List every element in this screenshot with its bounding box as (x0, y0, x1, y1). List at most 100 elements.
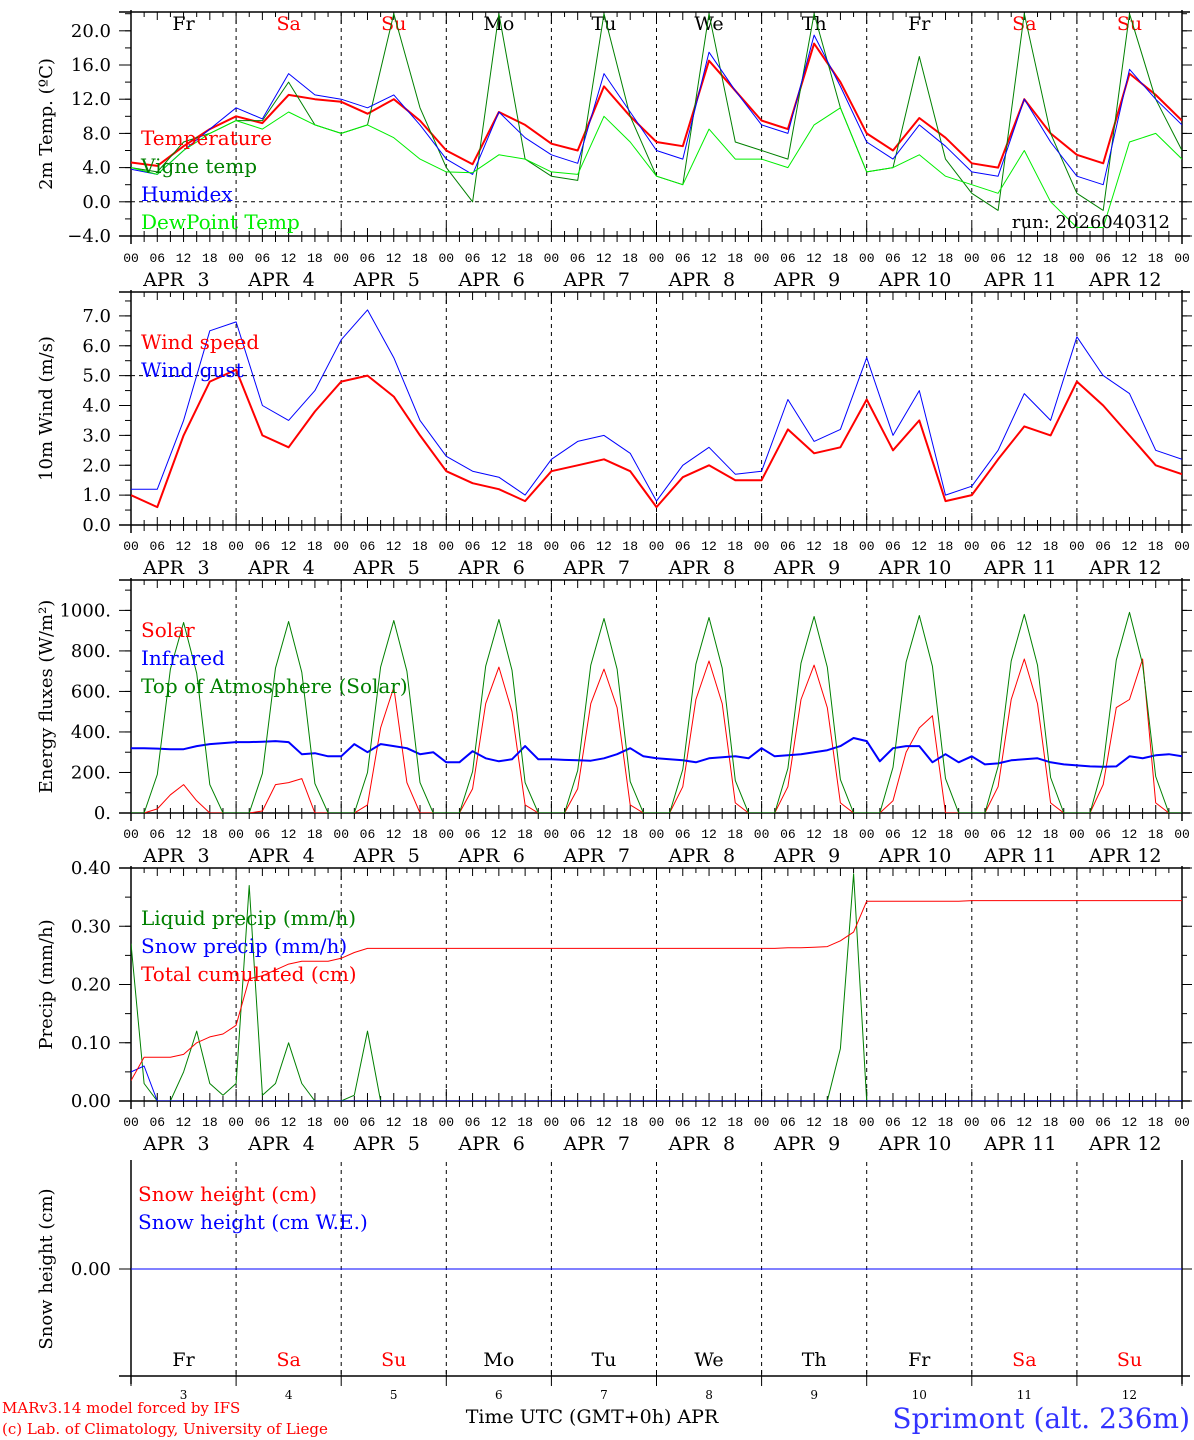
date-label-month: APR (563, 845, 606, 867)
y-tick-label: 600. (71, 681, 111, 702)
hour-tick-label: 06 (1095, 539, 1111, 554)
date-label-day: 5 (408, 557, 420, 579)
hour-tick-label: 12 (806, 1115, 822, 1130)
hour-tick-label: 06 (149, 827, 165, 842)
day-number-label: 6 (495, 1388, 503, 1402)
day-name-label: Fr (908, 1349, 931, 1371)
hour-tick-label: 06 (360, 539, 376, 554)
day-name-label: Su (381, 1349, 406, 1371)
hour-tick-label: 06 (570, 827, 586, 842)
date-label-day: 6 (513, 557, 525, 579)
date-label-month: APR (668, 557, 711, 579)
y-axis-title: 2m Temp. (ºC) (36, 58, 57, 190)
hour-tick-label: 00 (438, 827, 454, 842)
date-label-day: 9 (828, 845, 840, 867)
hour-tick-label: 18 (412, 539, 428, 554)
day-name-label: Tu (591, 13, 616, 35)
date-label-month: APR (983, 1133, 1026, 1155)
day-number-label: 7 (600, 1388, 608, 1402)
hour-tick-label: 18 (517, 827, 533, 842)
date-label-day: 7 (618, 1133, 630, 1155)
y-axis-title: Precip (mm/h) (36, 919, 57, 1049)
credit-line-2: (c) Lab. of Climatology, University of L… (2, 1420, 328, 1438)
hour-tick-label: 12 (806, 251, 822, 266)
hour-tick-label: 00 (1174, 1115, 1190, 1130)
date-label-month: APR (457, 1133, 500, 1155)
day-name-label: Sa (1012, 1349, 1036, 1371)
date-label-day: 9 (828, 269, 840, 291)
hour-tick-label: 00 (228, 251, 244, 266)
date-label-day: 12 (1137, 845, 1161, 867)
date-label-day: 6 (513, 1133, 525, 1155)
hour-tick-label: 12 (176, 827, 192, 842)
hour-tick-label: 18 (307, 539, 323, 554)
day-number-label: 8 (705, 1388, 713, 1402)
day-name-label: Mo (483, 13, 514, 35)
date-label-day: 10 (927, 269, 951, 291)
day-name-label: Sa (276, 13, 300, 35)
y-tick-label: 6.0 (82, 336, 111, 357)
legend-entry: Infrared (141, 646, 225, 670)
date-label-month: APR (983, 557, 1026, 579)
hour-tick-label: 12 (491, 827, 507, 842)
date-label-day: 9 (828, 557, 840, 579)
hour-tick-label: 06 (990, 539, 1006, 554)
hour-tick-label: 18 (307, 827, 323, 842)
series-line-total-cumulated-cm (131, 900, 1182, 1081)
series-line-solar (131, 658, 1182, 813)
hour-tick-label: 00 (333, 251, 349, 266)
date-label-month: APR (773, 557, 816, 579)
hour-tick-label: 12 (281, 827, 297, 842)
y-tick-label: 7.0 (82, 306, 111, 327)
hour-tick-label: 00 (649, 539, 665, 554)
date-label-day: 11 (1032, 269, 1056, 291)
legend-entry: Liquid precip (mm/h) (141, 906, 356, 930)
hour-tick-label: 00 (649, 1115, 665, 1130)
hour-tick-label: 06 (360, 827, 376, 842)
date-label-month: APR (142, 269, 185, 291)
date-label-month: APR (457, 557, 500, 579)
hour-tick-label: 12 (1017, 827, 1033, 842)
y-tick-label: 4.0 (82, 396, 111, 417)
y-axis-title: Snow height (cm) (36, 1188, 57, 1349)
date-label-day: 5 (408, 269, 420, 291)
hour-tick-label: 12 (1122, 539, 1138, 554)
hour-tick-label: 12 (491, 539, 507, 554)
hour-tick-label: 18 (622, 827, 638, 842)
hour-tick-label: 18 (1148, 827, 1164, 842)
hour-tick-label: 12 (596, 539, 612, 554)
y-tick-label: 0.30 (71, 916, 111, 937)
day-name-label: We (694, 13, 723, 35)
day-name-label: Sa (276, 1349, 300, 1371)
hour-tick-label: 12 (596, 251, 612, 266)
snow-panel: 3 4 5 6 7 8 9 10 11 12 Fr Sa Su Mo Tu We Th Fr Sa Su 0.00 Sno… (36, 1160, 1192, 1402)
legend-entry: Vigne temp (140, 154, 257, 178)
hour-tick-label: 18 (307, 251, 323, 266)
hour-tick-label: 06 (149, 539, 165, 554)
hour-tick-label: 12 (911, 251, 927, 266)
date-label-month: APR (247, 557, 290, 579)
hour-tick-label: 06 (255, 539, 271, 554)
date-label-day: 11 (1032, 1133, 1056, 1155)
hour-tick-label: 00 (859, 1115, 875, 1130)
date-label-month: APR (457, 269, 500, 291)
date-label-day: 6 (513, 845, 525, 867)
hour-tick-label: 18 (622, 251, 638, 266)
hour-tick-label: 18 (728, 1115, 744, 1130)
hour-tick-label: 18 (622, 539, 638, 554)
hour-tick-label: 00 (859, 251, 875, 266)
hour-tick-label: 12 (911, 827, 927, 842)
hour-tick-label: 18 (938, 539, 954, 554)
date-label-month: APR (563, 1133, 606, 1155)
hour-tick-label: 12 (806, 539, 822, 554)
hour-tick-label: 00 (859, 539, 875, 554)
hour-tick-label: 06 (990, 827, 1006, 842)
hour-tick-label: 18 (1148, 539, 1164, 554)
y-tick-label: 16.0 (71, 55, 111, 76)
hour-tick-label: 00 (1069, 251, 1085, 266)
day-name-label: Fr (908, 13, 931, 35)
hour-tick-label: 18 (728, 827, 744, 842)
hour-tick-label: 18 (307, 1115, 323, 1130)
series-group (131, 611, 1182, 813)
date-label-day: 3 (198, 557, 210, 579)
